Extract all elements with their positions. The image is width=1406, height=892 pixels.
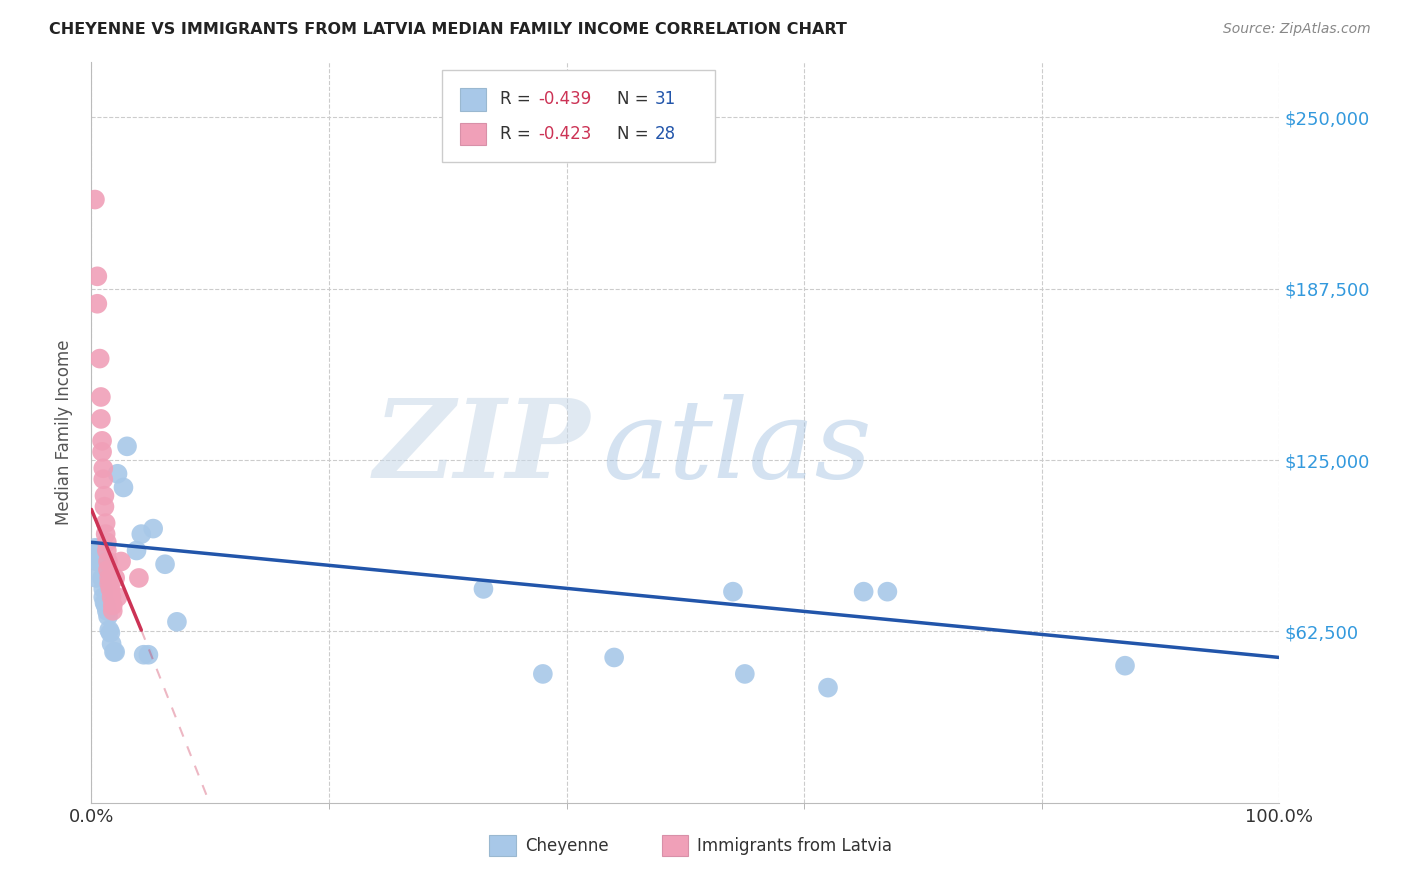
Point <box>94 516 117 530</box>
Point <box>94 599 117 613</box>
Text: Immigrants from Latvia: Immigrants from Latvia <box>697 837 893 855</box>
Point <box>153 558 176 572</box>
Point <box>100 590 122 604</box>
Point <box>817 681 839 695</box>
Point <box>852 584 875 599</box>
Text: 31: 31 <box>655 90 676 109</box>
Point <box>84 193 107 207</box>
Point <box>104 645 127 659</box>
Point <box>86 554 108 568</box>
Point <box>91 554 114 568</box>
Point <box>91 571 114 585</box>
Point <box>89 351 111 366</box>
FancyBboxPatch shape <box>460 123 486 145</box>
Text: N =: N = <box>616 90 654 109</box>
Point <box>734 667 756 681</box>
Point <box>100 637 122 651</box>
Point <box>721 584 744 599</box>
Text: Source: ZipAtlas.com: Source: ZipAtlas.com <box>1223 22 1371 37</box>
Point <box>87 554 110 568</box>
Point <box>91 590 114 604</box>
Point <box>97 609 120 624</box>
Point <box>128 571 150 585</box>
Text: atlas: atlas <box>602 393 872 501</box>
Point <box>876 584 898 599</box>
Point <box>84 541 107 555</box>
Point <box>132 648 155 662</box>
Point <box>112 480 135 494</box>
Point <box>1114 658 1136 673</box>
Point <box>97 563 120 577</box>
Point <box>84 571 107 585</box>
Point <box>107 590 129 604</box>
Point <box>101 604 124 618</box>
FancyBboxPatch shape <box>441 70 716 162</box>
Point <box>104 571 127 585</box>
Text: Cheyenne: Cheyenne <box>524 837 609 855</box>
Point <box>101 599 124 613</box>
Point <box>91 434 114 448</box>
Point <box>98 623 121 637</box>
Point <box>91 445 114 459</box>
Point <box>472 582 495 596</box>
Point <box>89 541 111 555</box>
Point <box>142 522 165 536</box>
FancyBboxPatch shape <box>489 836 516 856</box>
Point <box>93 500 115 514</box>
Point <box>110 554 132 568</box>
Text: ZIP: ZIP <box>374 393 591 501</box>
Text: 28: 28 <box>655 125 676 144</box>
Point <box>89 554 111 568</box>
Point <box>86 269 108 284</box>
Text: N =: N = <box>616 125 654 144</box>
Point <box>90 390 112 404</box>
Text: -0.439: -0.439 <box>538 90 592 109</box>
Point <box>531 667 554 681</box>
Point <box>138 648 160 662</box>
Point <box>125 543 148 558</box>
Point <box>129 527 152 541</box>
Point <box>115 439 138 453</box>
Point <box>96 535 118 549</box>
Point <box>603 650 626 665</box>
Point <box>90 412 112 426</box>
Text: CHEYENNE VS IMMIGRANTS FROM LATVIA MEDIAN FAMILY INCOME CORRELATION CHART: CHEYENNE VS IMMIGRANTS FROM LATVIA MEDIA… <box>49 22 846 37</box>
Point <box>90 554 112 568</box>
Point <box>86 297 108 311</box>
Y-axis label: Median Family Income: Median Family Income <box>55 340 73 525</box>
Text: -0.423: -0.423 <box>538 125 592 144</box>
FancyBboxPatch shape <box>460 88 486 111</box>
Point <box>107 467 129 481</box>
Point <box>100 625 122 640</box>
Point <box>91 582 114 596</box>
Point <box>98 571 121 585</box>
Text: R =: R = <box>501 125 536 144</box>
Point <box>93 596 115 610</box>
Point <box>93 489 115 503</box>
Point <box>103 645 125 659</box>
Point <box>96 543 118 558</box>
Point <box>91 461 114 475</box>
Text: R =: R = <box>501 90 536 109</box>
Point <box>97 554 120 568</box>
FancyBboxPatch shape <box>662 836 688 856</box>
Point <box>96 604 118 618</box>
Point <box>91 472 114 486</box>
Point <box>94 527 117 541</box>
Point <box>166 615 188 629</box>
Point <box>100 582 122 596</box>
Point <box>98 576 121 591</box>
